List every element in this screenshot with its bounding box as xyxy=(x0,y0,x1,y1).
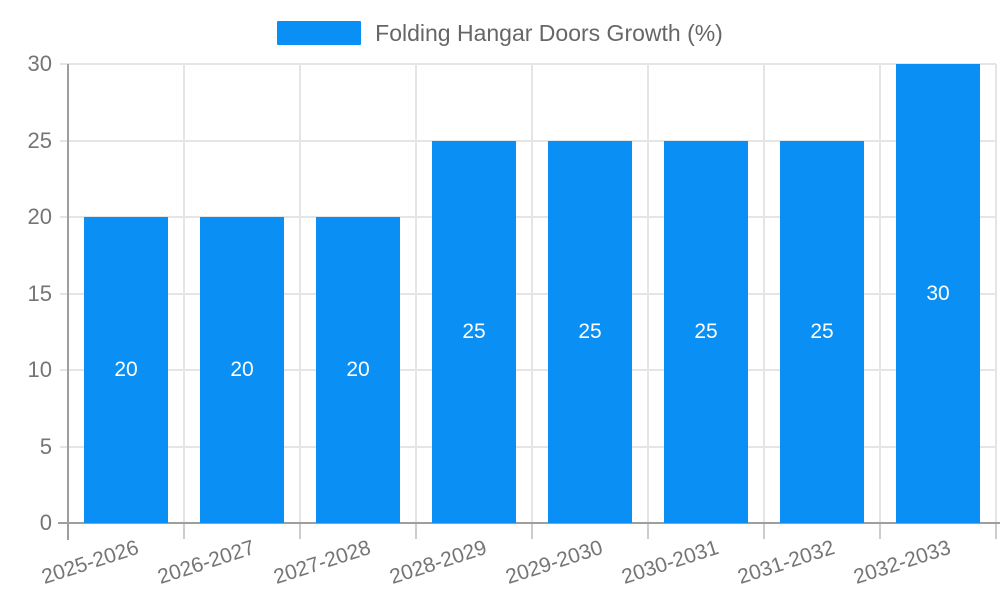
bar-value-label: 25 xyxy=(578,319,602,343)
bar xyxy=(664,140,748,523)
v-gridline xyxy=(415,64,417,523)
h-gridline xyxy=(60,63,996,65)
x-tick-label: 2028-2029 xyxy=(386,536,490,589)
chart-legend: Folding Hangar Doors Growth (%) xyxy=(0,20,1000,46)
bar-value-label: 25 xyxy=(694,319,718,343)
bar xyxy=(200,217,284,523)
y-tick-label: 25 xyxy=(27,127,52,153)
h-gridline xyxy=(60,369,996,371)
x-tick-mark xyxy=(415,523,417,539)
bar xyxy=(548,140,632,523)
x-tick-label: 2026-2027 xyxy=(154,536,258,589)
bar-value-label: 20 xyxy=(230,358,254,381)
x-tick-mark xyxy=(647,523,649,539)
bar xyxy=(84,217,168,523)
legend-label: Folding Hangar Doors Growth (%) xyxy=(375,20,723,46)
x-tick-label: 2027-2028 xyxy=(270,536,374,589)
bar-value-label: 25 xyxy=(462,319,486,343)
v-gridline xyxy=(995,64,997,523)
h-gridline xyxy=(60,139,996,142)
bar-value-label: 25 xyxy=(810,319,834,343)
y-tick-label: 10 xyxy=(27,357,52,382)
y-tick-label: 5 xyxy=(39,433,52,459)
x-tick-mark xyxy=(531,523,533,539)
h-gridline xyxy=(60,445,996,448)
legend-swatch xyxy=(277,21,362,45)
bar xyxy=(780,140,864,523)
y-tick-label: 20 xyxy=(27,204,52,229)
v-gridline xyxy=(299,64,301,523)
x-tick-label: 2032-2033 xyxy=(850,536,954,589)
y-axis-line xyxy=(67,64,69,540)
h-gridline xyxy=(60,216,996,218)
v-gridline xyxy=(183,64,185,523)
bar xyxy=(432,140,516,523)
x-tick-label: 2029-2030 xyxy=(502,536,606,589)
x-tick-label: 2031-2032 xyxy=(734,536,838,589)
v-gridline xyxy=(647,64,649,523)
x-tick-mark xyxy=(879,523,881,539)
v-gridline xyxy=(763,64,765,523)
bar-value-label: 30 xyxy=(926,281,950,305)
v-gridline xyxy=(879,64,881,523)
x-tick-label: 2025-2026 xyxy=(38,536,142,589)
y-tick-label: 15 xyxy=(27,280,52,306)
bar xyxy=(896,64,980,523)
x-tick-mark xyxy=(299,523,301,539)
x-tick-label: 2030-2031 xyxy=(618,536,722,589)
bar-value-label: 20 xyxy=(346,358,370,381)
y-tick-label: 0 xyxy=(39,510,52,535)
bar-value-label: 20 xyxy=(114,358,138,381)
x-tick-mark xyxy=(995,523,997,539)
bar xyxy=(316,217,400,523)
v-gridline xyxy=(531,64,533,523)
x-axis-line xyxy=(58,522,1000,524)
y-tick-label: 30 xyxy=(27,51,52,76)
x-tick-mark xyxy=(763,523,765,539)
h-gridline xyxy=(60,292,996,295)
x-tick-mark xyxy=(183,523,185,539)
